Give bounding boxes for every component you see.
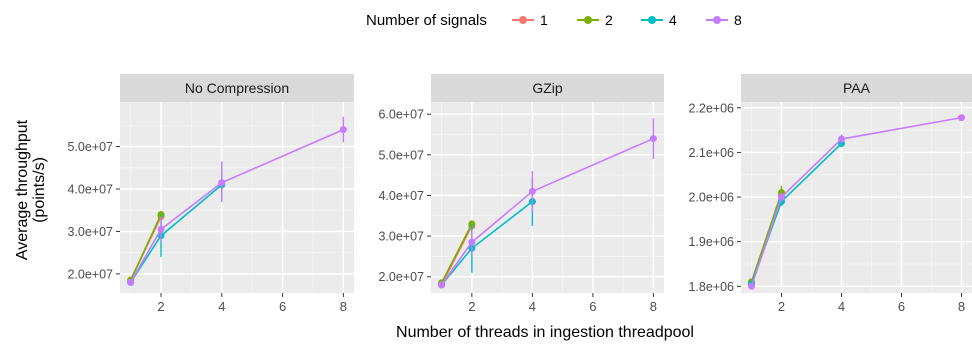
data-point bbox=[778, 193, 785, 201]
panel-background bbox=[431, 102, 664, 293]
data-point bbox=[127, 278, 135, 286]
series-line bbox=[129, 214, 162, 281]
panel-strip bbox=[741, 74, 972, 102]
panel-title: PAA bbox=[843, 80, 871, 96]
data-point bbox=[838, 135, 845, 143]
series-line bbox=[750, 116, 962, 287]
data-point bbox=[157, 225, 165, 233]
legend-item-4: 4 bbox=[641, 12, 677, 28]
legend-label: 1 bbox=[540, 12, 548, 28]
y-tick-label: 1.9e+06 bbox=[688, 235, 734, 249]
legend-key-point bbox=[713, 16, 721, 24]
y-tick-label: 2.0e+06 bbox=[688, 191, 734, 205]
panel-no-compression: No Compression 2 4 6 8 2.0e+07 3.0e+07 4.0e+07 5… bbox=[67, 74, 354, 314]
y-tick-label: 3.0e+07 bbox=[378, 230, 424, 244]
y-tick-label: 2.0e+07 bbox=[378, 270, 424, 284]
y-tick-label: 6.0e+07 bbox=[378, 108, 424, 122]
legend-item-2: 2 bbox=[577, 12, 613, 28]
y-tick-label: 2.2e+06 bbox=[688, 101, 734, 115]
data-point bbox=[528, 187, 536, 195]
y-tick-label: 2.0e+07 bbox=[67, 267, 113, 281]
x-axis-label: Number of threads in ingestion threadpoo… bbox=[396, 324, 694, 341]
y-tick-label: 2.1e+06 bbox=[688, 146, 734, 160]
x-tick-label: 6 bbox=[898, 299, 905, 314]
data-point bbox=[748, 282, 755, 290]
x-tick-label: 6 bbox=[279, 299, 286, 314]
series-line bbox=[440, 137, 654, 286]
x-tick-label: 8 bbox=[340, 299, 347, 314]
panel-background bbox=[120, 102, 354, 293]
data-point bbox=[649, 135, 657, 143]
series-line bbox=[440, 225, 473, 286]
y-tick-label: 1.8e+06 bbox=[688, 280, 734, 294]
panel-paa: PAA 2 4 6 8 1.8e+06 1.9e+06 2.0e+06 2.1e+06 2.2e+… bbox=[688, 74, 972, 314]
legend: Number of signals 1 2 4 8 bbox=[366, 12, 742, 29]
data-point bbox=[958, 114, 965, 122]
legend-label: 2 bbox=[605, 12, 613, 28]
x-tick-label: 2 bbox=[778, 299, 785, 314]
x-tick-label: 4 bbox=[218, 299, 225, 314]
y-axis-label-units: (points/s) bbox=[31, 157, 48, 223]
x-tick-label: 4 bbox=[529, 299, 536, 314]
legend-label: 4 bbox=[669, 12, 677, 28]
series-8 bbox=[438, 118, 657, 289]
legend-item-1: 1 bbox=[512, 12, 548, 28]
legend-key-point bbox=[648, 16, 656, 24]
data-point bbox=[339, 126, 347, 134]
y-tick-label: 5.0e+07 bbox=[378, 148, 424, 162]
series-line bbox=[440, 223, 473, 284]
legend-item-8: 8 bbox=[706, 12, 742, 28]
panel-strip bbox=[120, 74, 354, 102]
y-axis-label: Average throughput bbox=[14, 119, 31, 260]
y-tick-label: 3.0e+07 bbox=[67, 225, 113, 239]
data-point bbox=[468, 238, 476, 246]
legend-title: Number of signals bbox=[366, 12, 487, 29]
panel-gzip: GZip 2 4 6 8 2.0e+07 3.0e+07 4.0e+07 5.0e+07 6.0e… bbox=[378, 74, 664, 314]
data-point bbox=[218, 179, 226, 187]
x-tick-label: 4 bbox=[838, 299, 845, 314]
series-8 bbox=[127, 116, 347, 286]
panel-title: No Compression bbox=[185, 80, 289, 96]
data-point bbox=[438, 281, 446, 289]
y-tick-label: 5.0e+07 bbox=[67, 140, 113, 154]
x-tick-label: 2 bbox=[157, 299, 164, 314]
panel-strip bbox=[431, 74, 664, 102]
legend-key-point bbox=[584, 16, 592, 24]
series-line bbox=[129, 128, 344, 283]
legend-label: 8 bbox=[734, 12, 742, 28]
x-tick-label: 6 bbox=[589, 299, 596, 314]
x-tick-label: 8 bbox=[958, 299, 965, 314]
y-tick-label: 4.0e+07 bbox=[378, 189, 424, 203]
x-tick-label: 2 bbox=[468, 299, 475, 314]
panel-title: GZip bbox=[532, 80, 563, 96]
x-tick-label: 8 bbox=[650, 299, 657, 314]
legend-key-point bbox=[519, 16, 527, 24]
series-line bbox=[750, 192, 783, 283]
series-8 bbox=[748, 114, 965, 290]
y-tick-label: 4.0e+07 bbox=[67, 183, 113, 197]
